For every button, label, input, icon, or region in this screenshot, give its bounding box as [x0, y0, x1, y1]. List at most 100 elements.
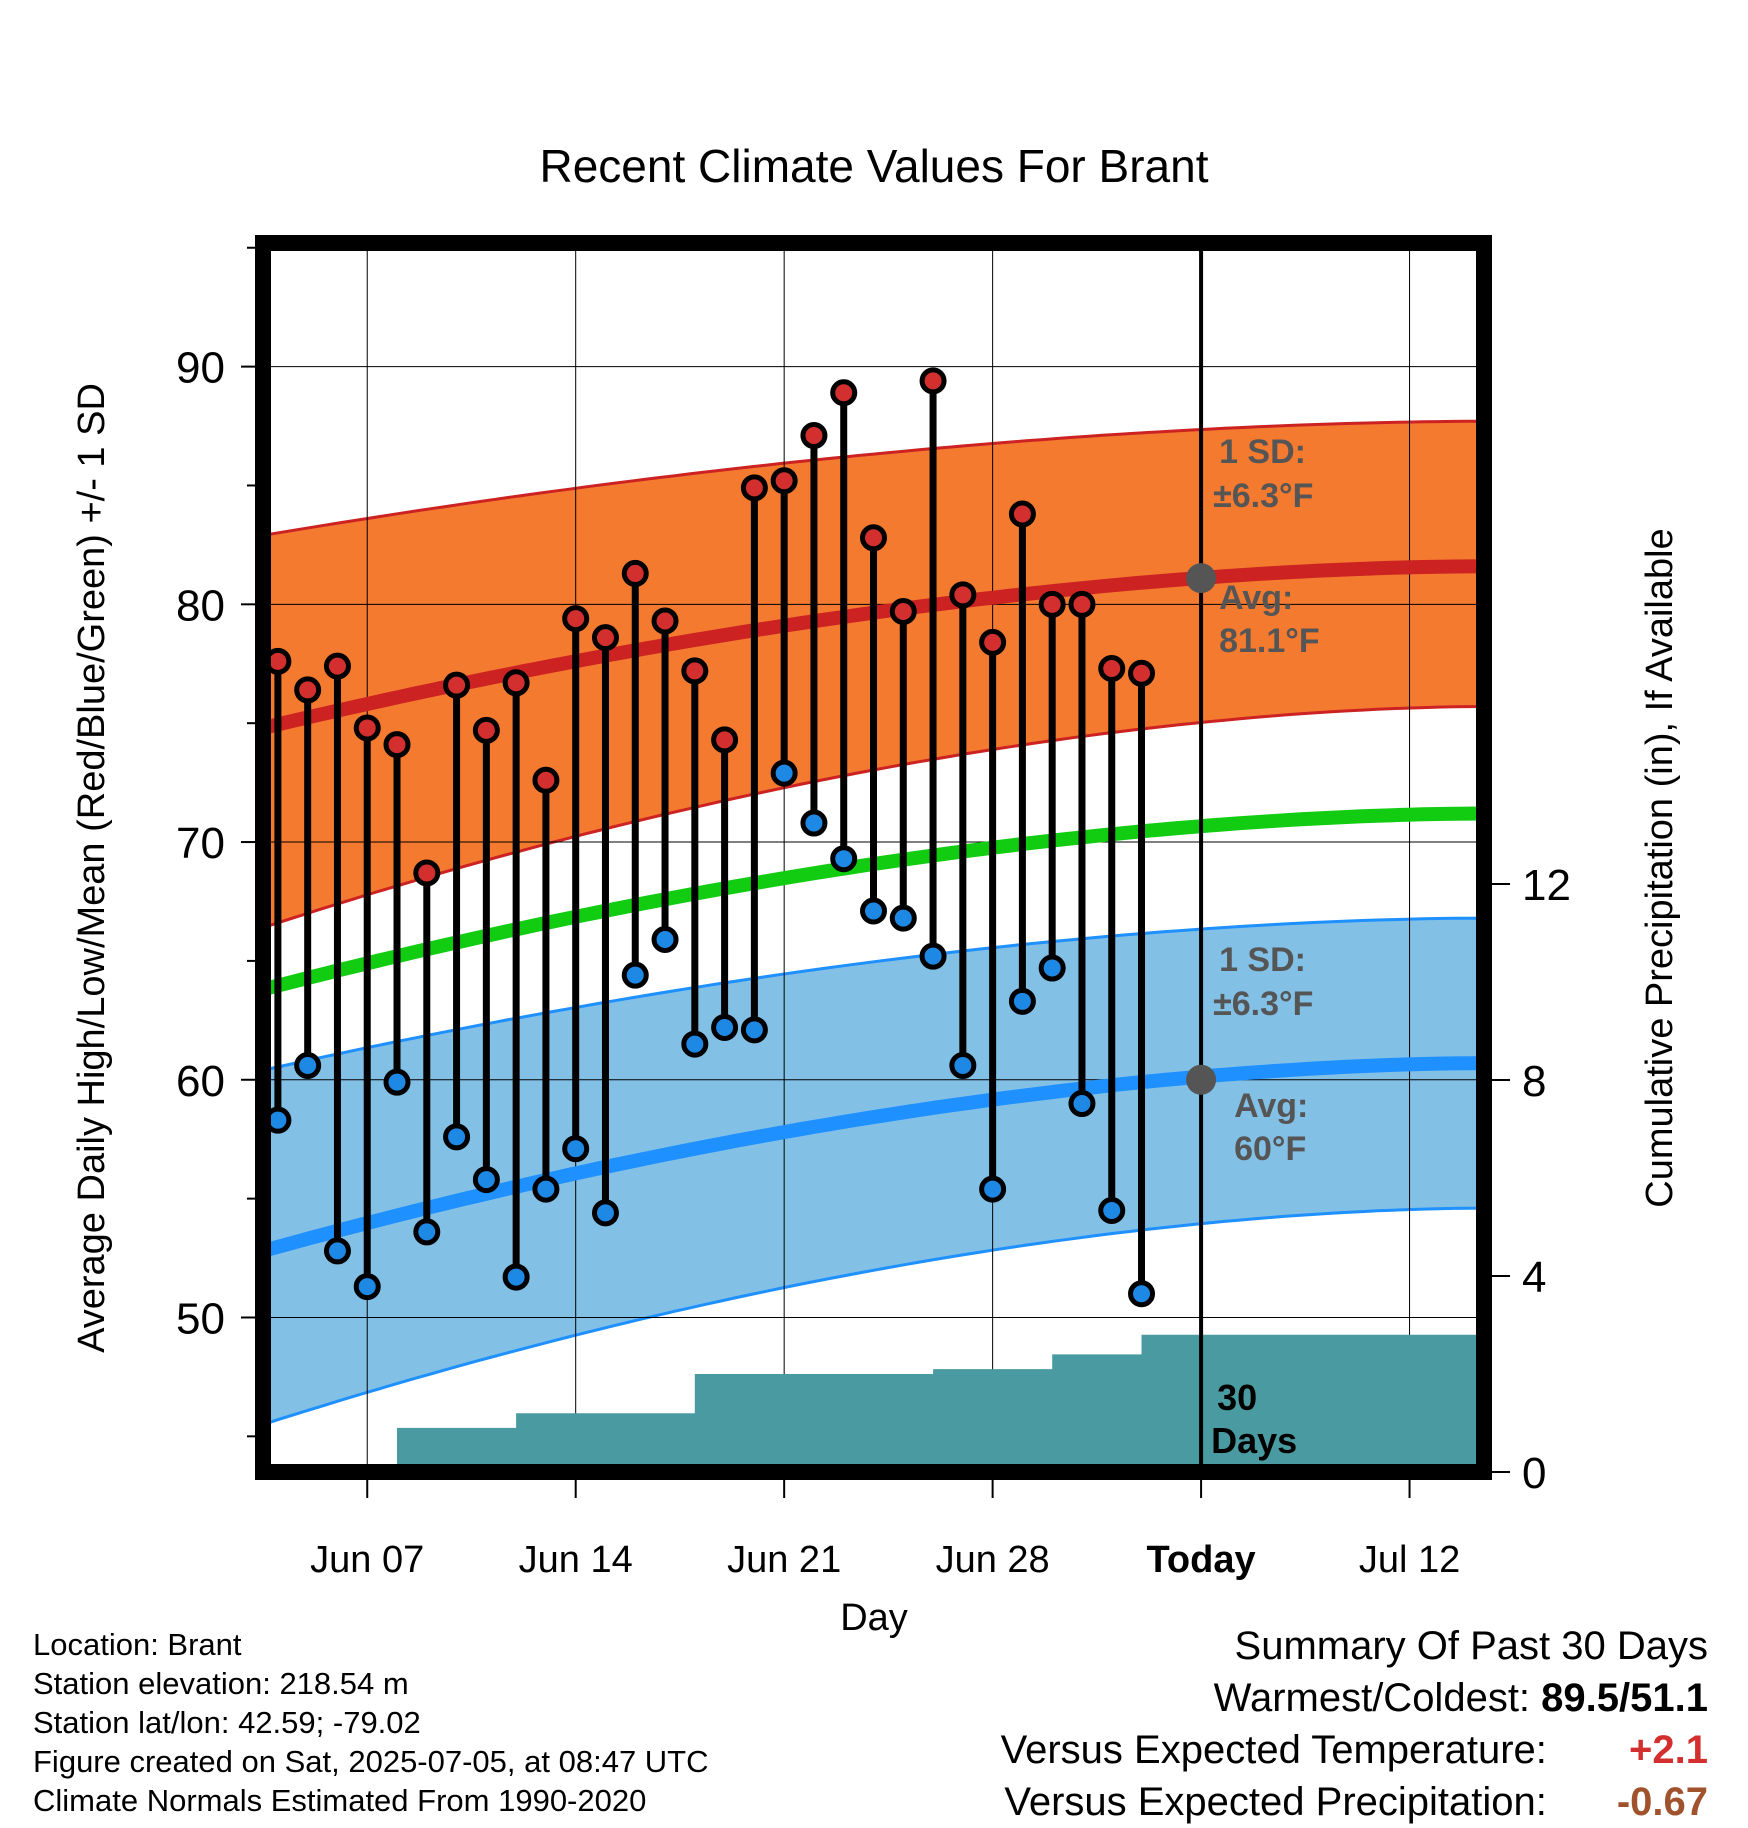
y2-tick-label: 0	[1522, 1449, 1546, 1498]
normals-text: Climate Normals Estimated From 1990-2020	[33, 1783, 647, 1818]
summary-title: Summary Of Past 30 Days	[1234, 1624, 1708, 1668]
warm-cold-value: 89.5/51.1	[1541, 1676, 1708, 1720]
low-point	[1128, 1280, 1156, 1308]
y-tick-label: 60	[176, 1057, 225, 1106]
low-point	[889, 904, 917, 932]
y2-tick-label: 8	[1522, 1057, 1546, 1106]
x-tick-label: Jun 28	[936, 1539, 1050, 1581]
high-point	[1098, 655, 1126, 683]
created-text: Figure created on Sat, 2025-07-05, at 08…	[33, 1744, 709, 1779]
low-point	[443, 1123, 471, 1151]
y2-tick-label: 12	[1522, 861, 1571, 910]
high-avg-marker	[1186, 563, 1217, 594]
window-count-label: 30	[1217, 1377, 1257, 1418]
low-point	[800, 809, 828, 837]
high-point	[413, 859, 441, 887]
low-sd-label: 1 SD:	[1219, 941, 1306, 979]
high-sd-label: 1 SD:	[1219, 433, 1306, 471]
high-point	[860, 524, 887, 552]
precip-label: Versus Expected Precipitation:	[1004, 1780, 1547, 1824]
high-point	[353, 714, 381, 742]
high-point	[1068, 590, 1096, 618]
high-point	[949, 581, 977, 609]
low-point	[949, 1052, 977, 1080]
y-tick-label: 70	[176, 819, 225, 868]
high-point	[383, 731, 411, 759]
chart-title: Recent Climate Values For Brant	[540, 140, 1209, 192]
low-point	[770, 759, 798, 787]
plot-area: 1 SD: ±6.3°F Avg: 81.1°F 1 SD: ±6.3°F Avg: 60°F…	[176, 235, 1571, 1581]
low-point	[1038, 954, 1066, 982]
high-point	[1008, 500, 1036, 528]
low-point	[681, 1030, 709, 1058]
low-point	[621, 961, 649, 989]
low-point	[294, 1052, 322, 1080]
high-point	[294, 676, 322, 704]
high-point	[740, 474, 768, 502]
low-point	[532, 1175, 560, 1203]
x-tick-label: Jun 07	[310, 1539, 424, 1581]
warm-cold-label: Warmest/Coldest:	[1213, 1676, 1531, 1720]
high-point	[591, 624, 619, 652]
high-point	[681, 657, 709, 685]
low-point	[1068, 1090, 1096, 1118]
high-point	[830, 379, 858, 407]
x-tick-label: Jul 12	[1359, 1539, 1460, 1581]
plot-frame	[255, 235, 1492, 1480]
high-point	[919, 367, 947, 395]
y2-axis-label: Cumulative Precipitation (in), If Availa…	[1639, 528, 1681, 1207]
window-days-label: Days	[1211, 1420, 1297, 1461]
high-point	[323, 652, 351, 680]
high-point	[562, 605, 590, 633]
y-tick-label: 80	[176, 581, 225, 630]
low-sd-value: ±6.3°F	[1213, 985, 1313, 1023]
low-point	[1008, 987, 1036, 1015]
high-point	[472, 716, 500, 744]
high-point	[800, 422, 828, 450]
precip-row: Versus Expected Precipitation: -0.67	[1001, 1776, 1708, 1828]
y-axis-label: Average Daily High/Low/Mean (Red/Blue/Gr…	[71, 383, 113, 1353]
station-info: Location: Brant Station elevation: 218.5…	[33, 1625, 709, 1820]
low-point	[860, 897, 887, 925]
high-avg-label: Avg:	[1219, 579, 1293, 617]
high-point	[443, 671, 471, 699]
x-axis-label: Day	[840, 1597, 908, 1639]
low-point	[711, 1013, 739, 1041]
low-point	[1098, 1197, 1126, 1225]
high-point	[532, 766, 560, 794]
elevation-text: Station elevation: 218.54 m	[33, 1666, 409, 1701]
warm-cold-row: Warmest/Coldest: 89.5/51.1	[1001, 1672, 1708, 1724]
low-point	[740, 1016, 768, 1044]
high-point	[889, 597, 917, 625]
low-avg-value: 60°F	[1234, 1130, 1306, 1168]
latlon-text: Station lat/lon: 42.59; -79.02	[33, 1705, 421, 1740]
temp-label: Versus Expected Temperature:	[1000, 1728, 1547, 1772]
temp-row: Versus Expected Temperature: +2.1	[1001, 1724, 1708, 1776]
high-point	[621, 559, 649, 587]
y2-tick-label: 4	[1522, 1253, 1546, 1302]
low-sd-band	[263, 916, 1484, 1427]
high-avg-value: 81.1°F	[1219, 622, 1320, 660]
low-avg-marker	[1186, 1064, 1217, 1095]
low-point	[562, 1135, 590, 1163]
plot-inner	[263, 243, 1484, 1472]
low-point	[323, 1237, 351, 1265]
high-point	[1038, 590, 1066, 618]
high-point	[979, 628, 1007, 656]
low-point	[651, 926, 679, 954]
high-point	[1128, 659, 1156, 687]
low-point	[383, 1068, 411, 1096]
low-point	[472, 1166, 500, 1194]
x-tick-label: Jun 14	[519, 1539, 633, 1581]
location-text: Location: Brant	[33, 1627, 242, 1662]
high-point	[651, 607, 679, 635]
low-point	[919, 942, 947, 970]
high-point	[711, 726, 739, 754]
summary-panel: Summary Of Past 30 Days Warmest/Coldest:…	[1001, 1620, 1708, 1828]
low-avg-label: Avg:	[1234, 1087, 1308, 1125]
y-tick-label: 50	[176, 1294, 225, 1343]
high-point	[770, 467, 798, 495]
low-point	[502, 1263, 530, 1291]
temp-value: +2.1	[1629, 1728, 1708, 1772]
